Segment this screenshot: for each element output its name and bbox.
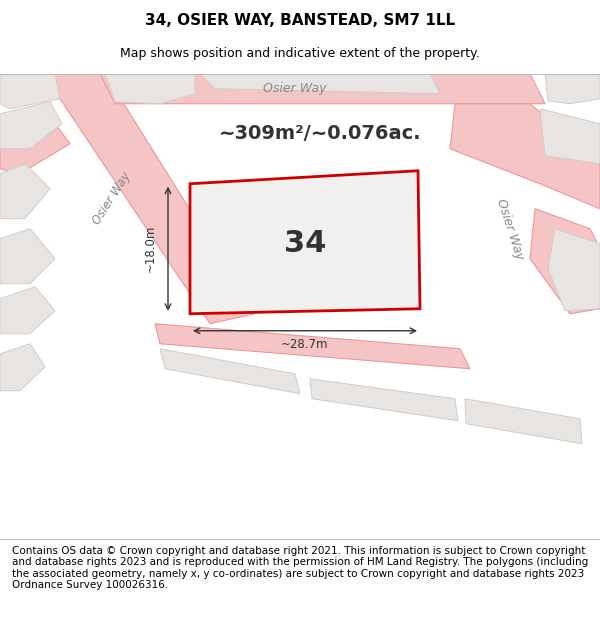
Text: ~309m²/~0.076ac.: ~309m²/~0.076ac. bbox=[218, 124, 421, 143]
Polygon shape bbox=[530, 209, 600, 314]
Text: Osier Way: Osier Way bbox=[494, 196, 526, 261]
Polygon shape bbox=[450, 104, 600, 209]
Polygon shape bbox=[0, 287, 55, 334]
Text: Osier Way: Osier Way bbox=[263, 82, 327, 95]
Polygon shape bbox=[50, 74, 255, 324]
Polygon shape bbox=[0, 229, 55, 284]
Polygon shape bbox=[548, 229, 600, 311]
Polygon shape bbox=[100, 74, 545, 104]
Polygon shape bbox=[310, 379, 458, 421]
Text: 34, OSIER WAY, BANSTEAD, SM7 1LL: 34, OSIER WAY, BANSTEAD, SM7 1LL bbox=[145, 13, 455, 28]
Polygon shape bbox=[0, 344, 45, 391]
Polygon shape bbox=[0, 124, 70, 174]
Polygon shape bbox=[200, 74, 440, 94]
Polygon shape bbox=[0, 74, 60, 109]
Polygon shape bbox=[105, 74, 195, 104]
Text: 34: 34 bbox=[284, 229, 326, 258]
Polygon shape bbox=[160, 349, 300, 394]
Text: ~28.7m: ~28.7m bbox=[281, 338, 329, 351]
Polygon shape bbox=[155, 324, 470, 369]
Text: Osier Way: Osier Way bbox=[90, 170, 134, 227]
Polygon shape bbox=[545, 74, 600, 104]
Text: ~18.0m: ~18.0m bbox=[143, 225, 157, 272]
Polygon shape bbox=[540, 109, 600, 164]
Polygon shape bbox=[465, 399, 582, 444]
Polygon shape bbox=[0, 102, 62, 149]
Text: Contains OS data © Crown copyright and database right 2021. This information is : Contains OS data © Crown copyright and d… bbox=[12, 546, 588, 591]
Text: Map shows position and indicative extent of the property.: Map shows position and indicative extent… bbox=[120, 47, 480, 59]
Polygon shape bbox=[0, 164, 50, 219]
Polygon shape bbox=[190, 171, 420, 314]
